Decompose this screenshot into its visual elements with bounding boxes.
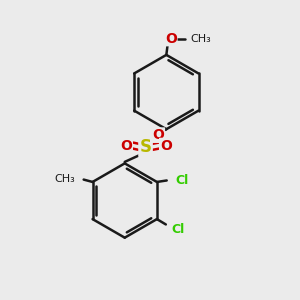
Text: CH₃: CH₃ bbox=[190, 34, 211, 44]
Text: Cl: Cl bbox=[176, 174, 189, 187]
Text: S: S bbox=[140, 138, 152, 156]
Text: O: O bbox=[165, 32, 177, 46]
Text: O: O bbox=[120, 139, 132, 152]
Text: CH₃: CH₃ bbox=[54, 174, 75, 184]
Text: O: O bbox=[152, 128, 164, 142]
Text: O: O bbox=[160, 139, 172, 152]
Text: Cl: Cl bbox=[171, 223, 184, 236]
